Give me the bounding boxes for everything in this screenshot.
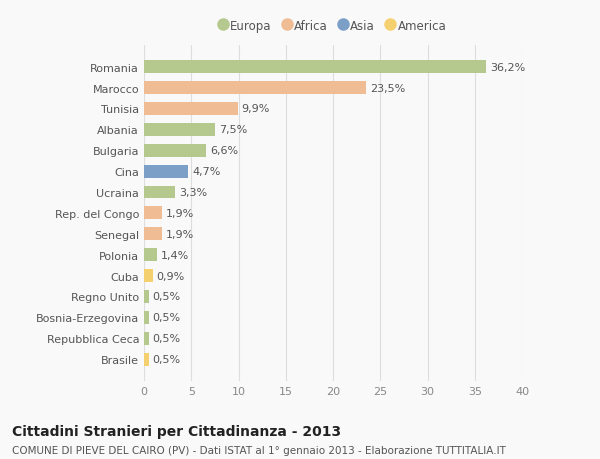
Text: 4,7%: 4,7% xyxy=(192,167,221,177)
Bar xyxy=(144,311,149,324)
Text: Cittadini Stranieri per Cittadinanza - 2013: Cittadini Stranieri per Cittadinanza - 2… xyxy=(12,425,341,438)
Bar xyxy=(144,332,149,345)
Text: 0,9%: 0,9% xyxy=(156,271,185,281)
Text: 0,5%: 0,5% xyxy=(152,354,181,364)
Text: 6,6%: 6,6% xyxy=(210,146,238,156)
Bar xyxy=(144,186,175,199)
Text: 0,5%: 0,5% xyxy=(152,313,181,323)
Text: 1,9%: 1,9% xyxy=(166,230,194,239)
Bar xyxy=(144,61,486,74)
Text: 7,5%: 7,5% xyxy=(218,125,247,135)
Text: 0,5%: 0,5% xyxy=(152,333,181,343)
Bar xyxy=(144,353,149,366)
Bar xyxy=(144,269,152,282)
Bar xyxy=(144,249,157,262)
Text: 3,3%: 3,3% xyxy=(179,188,207,197)
Text: 36,2%: 36,2% xyxy=(490,62,525,73)
Bar xyxy=(144,82,366,95)
Text: 9,9%: 9,9% xyxy=(241,104,270,114)
Bar xyxy=(144,145,206,157)
Bar xyxy=(144,103,238,116)
Text: COMUNE DI PIEVE DEL CAIRO (PV) - Dati ISTAT al 1° gennaio 2013 - Elaborazione TU: COMUNE DI PIEVE DEL CAIRO (PV) - Dati IS… xyxy=(12,445,506,455)
Text: 1,9%: 1,9% xyxy=(166,208,194,218)
Bar xyxy=(144,290,149,303)
Bar xyxy=(144,123,215,137)
Text: 23,5%: 23,5% xyxy=(370,84,405,94)
Bar xyxy=(144,165,188,178)
Bar xyxy=(144,207,162,220)
Text: 1,4%: 1,4% xyxy=(161,250,189,260)
Text: 0,5%: 0,5% xyxy=(152,292,181,302)
Bar xyxy=(144,228,162,241)
Legend: Europa, Africa, Asia, America: Europa, Africa, Asia, America xyxy=(215,15,451,37)
